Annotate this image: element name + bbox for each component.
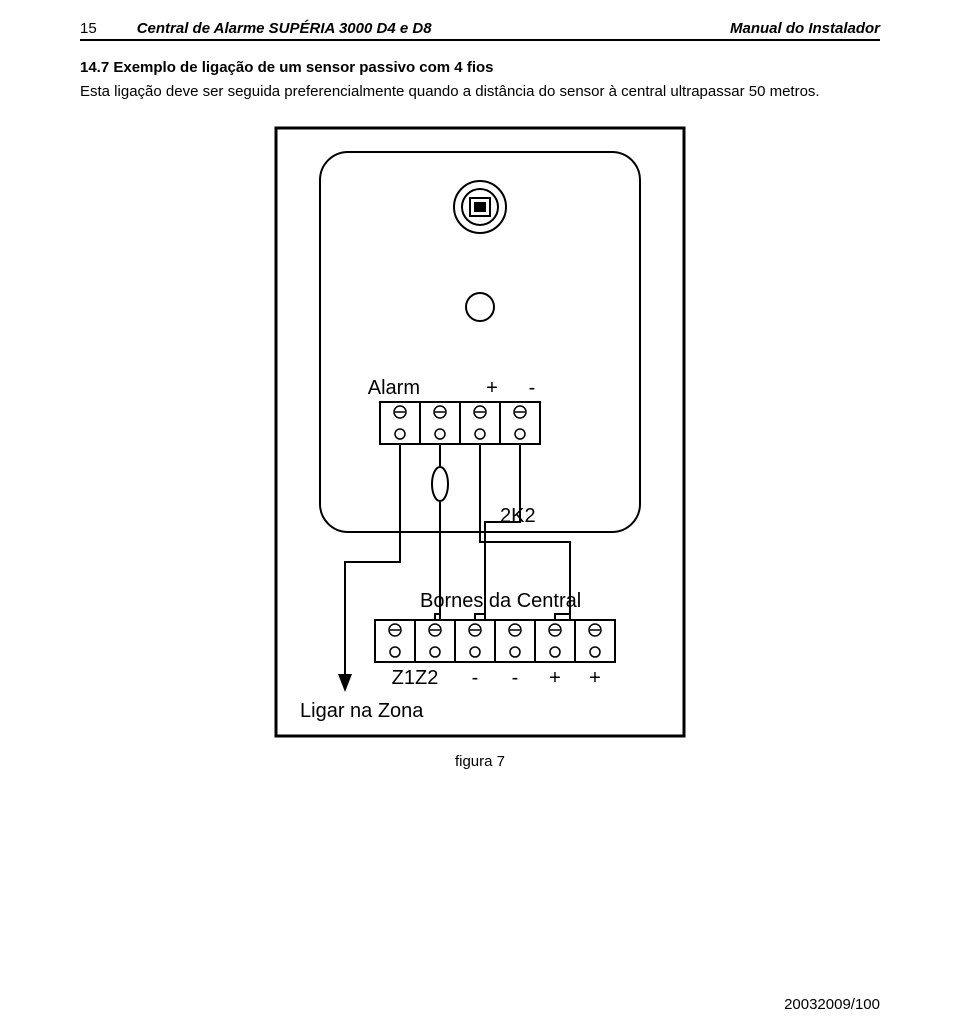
upper-terminal-block [380,402,540,444]
section-body: Esta ligação deve ser seguida preferenci… [80,82,880,102]
label-ligar: Ligar na Zona [300,700,424,722]
label-alarm: Alarm [368,377,420,399]
footer-code: 20032009/100 [784,996,880,1013]
label-plus2: + [589,667,601,689]
figure-caption: figura 7 [270,753,690,770]
section-heading: 14.7 Exemplo de ligação de um sensor pas… [80,59,880,76]
label-plus1: + [549,667,561,689]
page-header: 15 Central de Alarme SUPÉRIA 3000 D4 e D… [80,20,880,41]
label-minus2: - [512,667,519,689]
label-z1z2: Z1Z2 [392,667,439,689]
header-title-right: Manual do Instalador [730,20,880,37]
page-number: 15 [80,20,97,37]
lower-terminal-block [375,620,615,662]
label-plus-top: + [486,377,498,399]
wiring-diagram: Alarm + - [270,122,690,770]
label-minus1: - [472,667,479,689]
label-bornes: Bornes da Central [420,590,581,612]
label-minus-top: - [529,377,536,399]
label-resistor: 2K2 [500,505,536,527]
header-title-left: Central de Alarme SUPÉRIA 3000 D4 e D8 [137,20,730,37]
